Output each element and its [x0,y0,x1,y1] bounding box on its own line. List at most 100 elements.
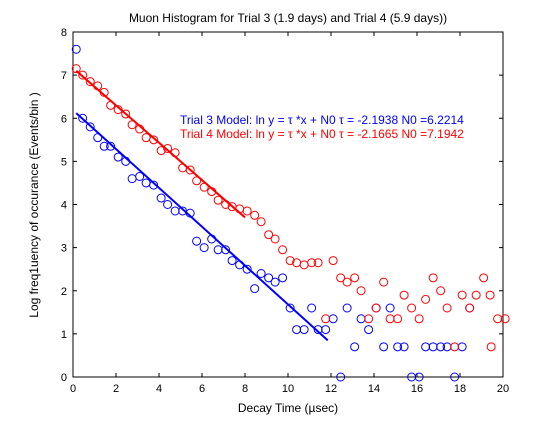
data-point [307,303,317,313]
data-point [149,135,159,145]
chart-title: Muon Histogram for Trial 3 (1.9 days) an… [129,11,447,25]
data-point [465,303,475,313]
data-point [436,286,446,296]
data-point [371,303,381,313]
data-point [421,294,431,304]
data-point [336,273,346,283]
data-point [321,325,331,335]
data-point [78,70,88,80]
data-point [250,210,260,220]
data-point [336,372,346,382]
data-point [71,44,81,54]
data-point [149,180,159,190]
data-point [364,314,374,324]
model-line-trial-3 [75,112,329,342]
x-tick-label: 16 [411,383,423,395]
data-point [342,277,352,287]
data-point [264,230,274,240]
data-point [428,273,438,283]
data-point [221,245,231,255]
data-point [364,325,374,335]
data-point [393,342,403,352]
data-point [278,273,288,283]
data-point [450,342,460,352]
annotation-trial-4: Trial 4 Model: ln y = τ *x + N0 τ = -2.1… [180,127,464,141]
plot-area [72,31,504,378]
data-point [250,284,260,294]
data-point [350,342,360,352]
x-tick-label: 8 [242,383,248,395]
data-point [242,206,252,216]
data-point [278,245,288,255]
data-point [135,171,145,181]
data-point [185,165,195,175]
x-tick-label: 18 [454,383,466,395]
data-point [393,314,403,324]
x-tick-label: 14 [368,383,380,395]
x-tick-label: 2 [113,383,119,395]
data-point [156,146,166,156]
data-point [500,314,510,324]
data-point [163,143,173,153]
data-point [450,372,460,382]
data-point [407,303,417,313]
data-point [99,141,109,151]
data-point [71,64,81,74]
y-tick-label: 5 [61,156,67,168]
x-tick-label: 6 [199,383,205,395]
data-point [399,342,409,352]
data-point [78,113,88,123]
data-point [479,273,489,283]
data-point [85,122,95,132]
data-point [192,176,202,186]
y-tick-label: 8 [61,27,67,39]
data-point [486,342,496,352]
data-point [285,303,295,313]
data-point [156,193,166,203]
x-axis: 0 2 4 6 8 10 12 14 16 18 20 [70,32,509,395]
data-point [106,141,116,151]
data-point [313,258,323,268]
model-line-trial-4 [75,70,246,219]
data-point [307,258,317,268]
data-point [436,342,446,352]
data-point [270,277,280,287]
data-point [264,273,274,283]
data-point [227,256,237,266]
data-point [285,256,295,266]
data-point [163,200,173,209]
x-axis-label: Decay Time (µsec) [238,401,338,415]
data-point [414,372,424,382]
data-point [342,303,352,313]
series-trial-3 [71,44,475,382]
data-point [356,286,366,296]
data-point [328,256,338,266]
model-layer [75,70,329,342]
data-point [379,277,389,287]
data-point [270,234,280,244]
data-point [471,290,481,300]
x-tick-label: 10 [282,383,294,395]
data-point [379,342,389,352]
data-point [321,314,331,324]
data-point [85,77,95,87]
data-point [256,217,266,227]
y-axis: 0 1 2 3 4 5 6 7 8 [61,27,503,384]
data-point [350,273,360,283]
x-tick-label: 0 [70,383,76,395]
data-point [256,269,266,278]
data-point [457,290,467,300]
annotation-trial-3: Trial 3 Model: ln y = τ *x + N0 τ = -2.1… [180,113,464,127]
y-axis-label: Log freq1uency of occurance (Events/bin … [27,92,41,317]
y-tick-label: 3 [61,243,67,255]
y-tick-label: 2 [61,286,67,298]
y-tick-label: 1 [61,329,67,341]
y-tick-label: 6 [61,113,67,125]
data-point [299,325,309,335]
data-point [192,236,202,246]
data-point [485,290,495,300]
data-point [442,303,452,313]
y-tick-label: 7 [61,70,67,82]
data-point [399,290,409,300]
